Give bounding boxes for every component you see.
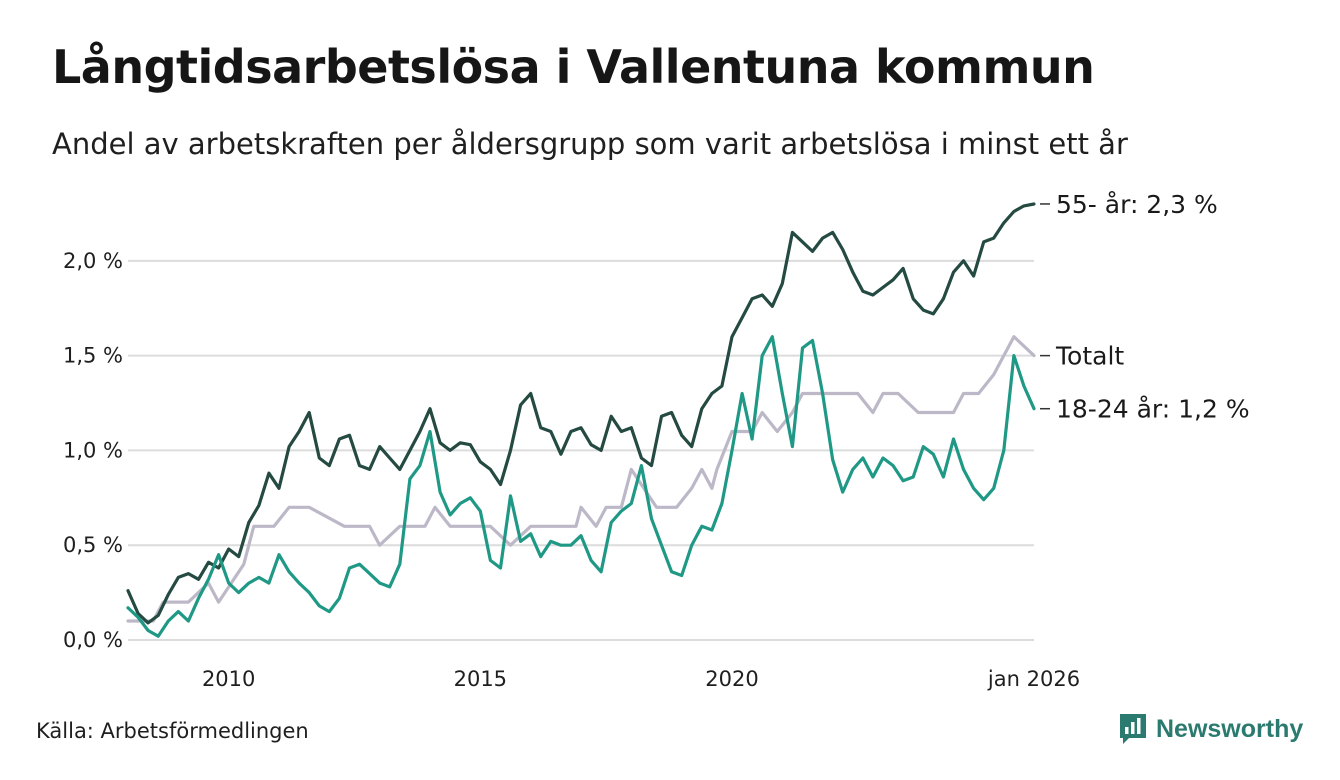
series-line-55-r: [126, 202, 1036, 625]
series-end-label: Totalt: [1055, 342, 1124, 371]
chart-title: Långtidsarbetslösa i Vallentuna kommun: [52, 40, 1095, 94]
series-line-18-24-r: [126, 335, 1036, 638]
series-line-totalt: [126, 335, 1036, 623]
newsworthy-logo[interactable]: Newsworthy: [1118, 712, 1303, 746]
x-tick-label: 2015: [454, 667, 507, 691]
source-credit: Källa: Arbetsförmedlingen: [36, 719, 309, 743]
y-tick-label: 1,5 %: [63, 344, 123, 368]
y-tick-label: 0,5 %: [63, 533, 123, 557]
series-end-label: 55- år: 2,3 %: [1056, 190, 1218, 219]
chart-subtitle: Andel av arbetskraften per åldersgrupp s…: [52, 127, 1128, 161]
x-tick-label: 2010: [202, 667, 255, 691]
x-tick-label: jan 2026: [987, 667, 1080, 691]
newsworthy-chart-icon: [1120, 714, 1146, 744]
y-tick-label: 2,0 %: [63, 249, 123, 273]
brand-name: Newsworthy: [1156, 714, 1304, 743]
series-end-label: 18-24 år: 1,2 %: [1056, 395, 1250, 424]
x-tick-label: 2020: [705, 667, 758, 691]
y-tick-label: 1,0 %: [63, 438, 123, 462]
y-tick-label: 0,0 %: [63, 628, 123, 652]
